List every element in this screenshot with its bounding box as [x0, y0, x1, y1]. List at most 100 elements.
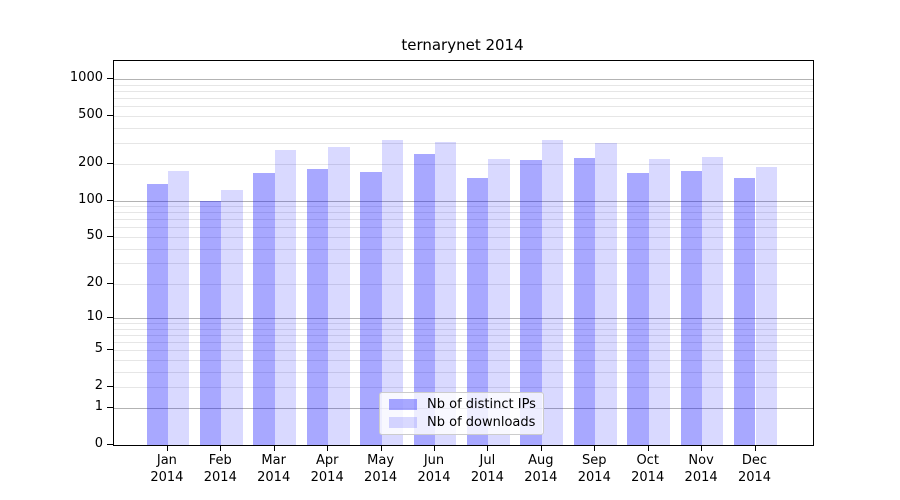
y-tick-mark: [107, 78, 113, 80]
minor-gridline: [114, 143, 813, 144]
y-tick-label: 50: [86, 227, 103, 243]
y-tick-mark: [107, 444, 113, 445]
x-tick-label: Mar 2014: [257, 453, 291, 485]
x-tick-mark: [273, 445, 275, 451]
minor-gridline: [114, 328, 813, 330]
minor-gridline: [114, 283, 813, 285]
x-tick-label: Aug 2014: [524, 453, 558, 485]
bar-downloads: [541, 140, 564, 445]
legend: Nb of distinct IPs Nb of downloads: [379, 392, 544, 435]
x-tick-label: Jan 2014: [150, 453, 184, 485]
bar-distinct-ips: [146, 184, 168, 445]
y-tick-label: 1: [94, 399, 103, 415]
bar-distinct-ips: [467, 178, 489, 445]
y-tick-label: 10: [86, 309, 103, 325]
y-tick-label: 20: [86, 274, 103, 290]
minor-gridline: [114, 227, 813, 229]
minor-gridline: [114, 212, 813, 214]
y-tick-mark: [107, 115, 113, 116]
bar-downloads: [274, 150, 297, 445]
x-tick-label: Dec 2014: [737, 453, 772, 485]
y-tick-mark: [107, 235, 113, 237]
minor-gridline: [114, 98, 813, 100]
bar-downloads: [167, 171, 190, 445]
bar-distinct-ips: [734, 178, 756, 445]
minor-gridline: [114, 236, 813, 238]
x-tick-mark: [220, 445, 222, 451]
bar-distinct-ips: [680, 171, 703, 445]
x-tick-mark: [487, 445, 489, 451]
minor-gridline: [114, 219, 813, 221]
bar-distinct-ips: [253, 172, 275, 445]
bar-distinct-ips: [199, 200, 222, 445]
legend-label-distinct-ips: Nb of distinct IPs: [427, 397, 536, 412]
y-tick-label: 500: [78, 107, 103, 122]
major-gridline: [114, 200, 813, 202]
x-tick-label: Apr 2014: [310, 453, 344, 485]
bar-downloads: [595, 143, 617, 445]
x-tick-label: Sep 2014: [577, 453, 611, 485]
x-tick-mark: [540, 445, 542, 451]
plot-area: [113, 60, 814, 446]
bar-downloads: [381, 140, 403, 445]
x-tick-label: Jul 2014: [470, 453, 504, 485]
bar-downloads: [702, 157, 724, 445]
x-tick-mark: [647, 445, 649, 451]
chart-title: ternarynet 2014: [401, 36, 524, 54]
minor-gridline: [114, 263, 813, 265]
minor-gridline: [114, 386, 813, 388]
legend-swatch-downloads: [389, 417, 417, 428]
minor-gridline: [114, 91, 813, 93]
x-tick-label: Jun 2014: [417, 453, 451, 485]
y-tick-mark: [107, 199, 113, 201]
minor-gridline: [114, 342, 813, 343]
bar-downloads: [221, 189, 243, 445]
bar-downloads: [328, 147, 350, 445]
minor-gridline: [114, 106, 813, 108]
x-tick-mark: [327, 445, 329, 451]
y-tick-mark: [107, 317, 113, 319]
bar-distinct-ips: [360, 172, 382, 445]
x-tick-label: Nov 2014: [684, 453, 718, 485]
bar-downloads: [648, 159, 671, 445]
bar-distinct-ips: [627, 172, 649, 445]
minor-gridline: [114, 206, 813, 208]
bar-distinct-ips: [520, 159, 542, 445]
y-tick-label: 200: [78, 155, 103, 171]
y-tick-mark: [107, 282, 113, 284]
y-tick-mark: [107, 163, 113, 165]
x-tick-mark: [701, 445, 703, 451]
minor-gridline: [114, 127, 813, 129]
x-tick-label: Feb 2014: [203, 453, 237, 485]
minor-gridline: [114, 359, 813, 361]
y-tick-label: 0: [94, 436, 103, 451]
minor-gridline: [114, 323, 813, 325]
bar-distinct-ips: [413, 154, 435, 445]
legend-item-distinct-ips: Nb of distinct IPs: [389, 397, 536, 412]
bar-downloads: [488, 159, 510, 445]
minor-gridline: [114, 248, 813, 250]
x-tick-mark: [754, 445, 756, 451]
bar-distinct-ips: [306, 169, 329, 445]
y-tick-label: 5: [94, 341, 103, 357]
x-tick-mark: [166, 445, 168, 451]
y-tick-label: 1000: [69, 70, 103, 86]
x-tick-label: May 2014: [364, 453, 398, 485]
y-tick-mark: [107, 407, 113, 409]
minor-gridline: [114, 334, 813, 336]
minor-gridline: [114, 116, 813, 117]
x-tick-mark: [380, 445, 382, 451]
legend-item-downloads: Nb of downloads: [389, 415, 536, 430]
x-tick-label: Oct 2014: [631, 453, 665, 485]
minor-gridline: [114, 164, 813, 166]
y-tick-label: 100: [78, 191, 103, 207]
x-tick-mark: [594, 445, 596, 451]
legend-label-downloads: Nb of downloads: [427, 415, 536, 430]
y-tick-mark: [107, 349, 113, 351]
x-tick-mark: [434, 445, 435, 451]
minor-gridline: [114, 371, 813, 373]
minor-gridline: [114, 350, 813, 352]
bar-distinct-ips: [573, 158, 596, 445]
y-tick-label: 2: [94, 377, 103, 393]
